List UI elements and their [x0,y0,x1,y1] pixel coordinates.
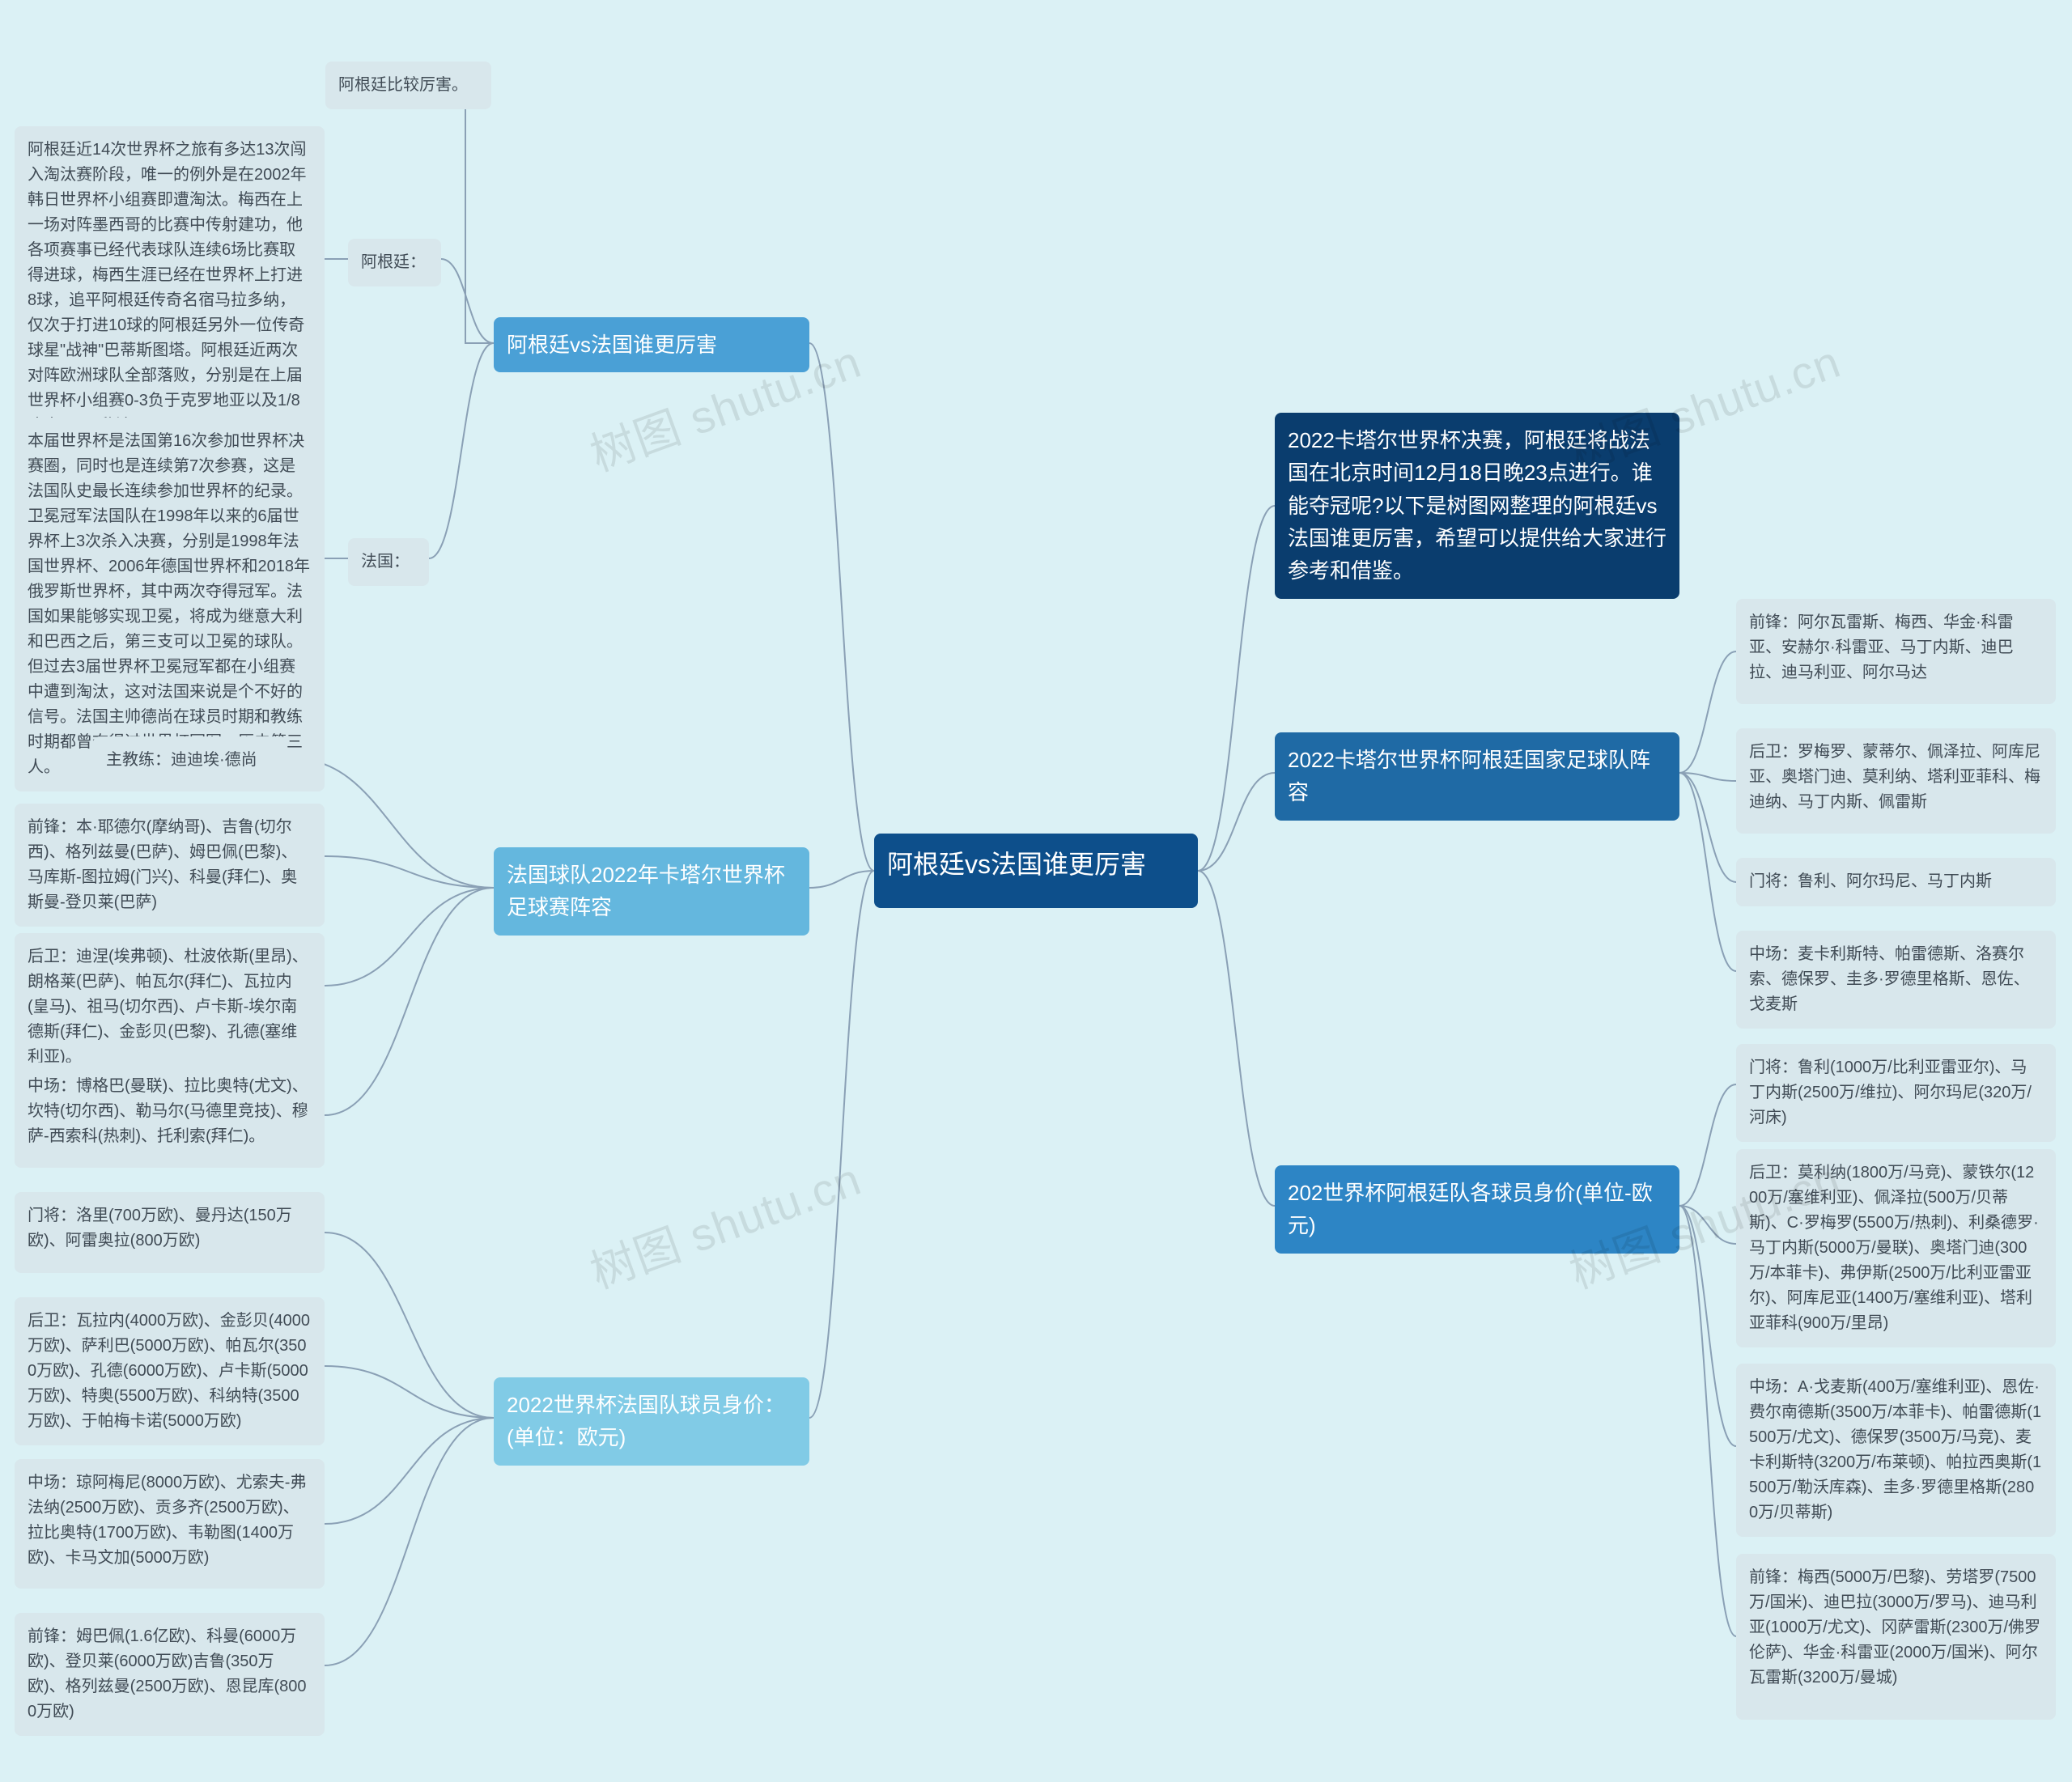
node-argv_gk[interactable]: 门将：鲁利(1000万/比利亚雷亚尔)、马丁内斯(2500万/维拉)、阿尔玛尼(… [1736,1044,2056,1142]
edge [809,871,874,888]
node-arg_df[interactable]: 后卫：罗梅罗、蒙蒂尔、佩泽拉、阿库尼亚、奥塔门迪、莫利纳、塔利亚菲科、梅迪纳、马… [1736,728,2056,834]
node-fr_fw[interactable]: 前锋：本·耶德尔(摩纳哥)、吉鲁(切尔西)、格列兹曼(巴萨)、姆巴佩(巴黎)、马… [15,804,325,927]
edge [429,343,494,558]
node-l_fr_squad[interactable]: 法国球队2022年卡塔尔世界杯足球赛阵容 [494,847,809,936]
mindmap-canvas: 阿根廷vs法国谁更厉害2022卡塔尔世界杯决赛，阿根廷将战法国在北京时间12月1… [0,0,2072,1782]
node-argv_mf[interactable]: 中场：A·戈麦斯(400万/塞维利亚)、恩佐·费尔南德斯(3500万/本菲卡)、… [1736,1364,2056,1537]
node-fr_coach[interactable]: 主教练：迪迪埃·德尚 [93,736,287,784]
watermark: 树图 shutu.cn [580,1143,869,1302]
node-frv_mf[interactable]: 中场：琼阿梅尼(8000万欧)、尤索夫-弗法纳(2500万欧)、贡多齐(2500… [15,1459,325,1589]
edge [325,1418,494,1524]
node-frv_df[interactable]: 后卫：瓦拉内(4000万欧)、金彭贝(4000万欧)、萨利巴(5000万欧)、帕… [15,1297,325,1445]
node-frv_fw[interactable]: 前锋：姆巴佩(1.6亿欧)、科曼(6000万欧)、登贝莱(6000万欧)吉鲁(3… [15,1613,325,1736]
edge [325,888,494,1115]
edge [1679,773,1736,781]
node-cmp_arg_body[interactable]: 阿根廷近14次世界杯之旅有多达13次闯入淘汰赛阶段，唯一的例外是在2002年韩日… [15,126,325,450]
node-argv_fw[interactable]: 前锋：梅西(5000万/巴黎)、劳塔罗(7500万/国米)、迪巴拉(3000万/… [1736,1554,2056,1720]
watermark: 树图 shutu.cn [1560,326,1849,485]
node-frv_gk[interactable]: 门将：洛里(700万欧)、曼丹达(150万欧)、阿雷奥拉(800万欧) [15,1192,325,1273]
node-arg_fw[interactable]: 前锋：阿尔瓦雷斯、梅西、华金·科雷亚、安赫尔·科雷亚、马丁内斯、迪巴拉、迪马利亚… [1736,599,2056,704]
node-root[interactable]: 阿根廷vs法国谁更厉害 [874,834,1198,908]
node-l_fr_values[interactable]: 2022世界杯法国队球员身价：(单位：欧元) [494,1377,809,1466]
edge [1198,871,1275,1206]
edge [325,1418,494,1665]
node-r_arg_squad[interactable]: 2022卡塔尔世界杯阿根廷国家足球队阵容 [1275,732,1679,821]
node-fr_df[interactable]: 后卫：迪涅(埃弗顿)、杜波依斯(里昂)、朗格莱(巴萨)、帕瓦尔(拜仁)、瓦拉内(… [15,933,325,1081]
edge [809,343,874,871]
edge [437,104,494,343]
edge [1679,773,1736,971]
edge [325,1366,494,1418]
edge [1198,506,1275,871]
node-cmp_fr_body[interactable]: 本届世界杯是法国第16次参加世界杯决赛圈，同时也是连续第7次参赛，这是法国队史最… [15,418,325,791]
node-cmp_fr_lbl[interactable]: 法国： [348,538,429,586]
node-fr_mf[interactable]: 中场：博格巴(曼联)、拉比奥特(尤文)、坎特(切尔西)、勒马尔(马德里竞技)、穆… [15,1063,325,1168]
edge [441,259,494,343]
node-arg_gk[interactable]: 门将：鲁利、阿尔玛尼、马丁内斯 [1736,858,2056,906]
edge [1198,773,1275,871]
node-cmp_arg_lbl[interactable]: 阿根廷： [348,239,441,286]
edge [1679,651,1736,773]
node-cmp_top[interactable]: 阿根廷比较厉害。 [325,62,491,109]
node-arg_mf[interactable]: 中场：麦卡利斯特、帕雷德斯、洛赛尔索、德保罗、圭多·罗德里格斯、恩佐、戈麦斯 [1736,931,2056,1029]
edge [325,888,494,986]
edge [1679,1206,1736,1636]
edge [325,856,494,888]
edge [325,1233,494,1418]
edge [1679,773,1736,882]
